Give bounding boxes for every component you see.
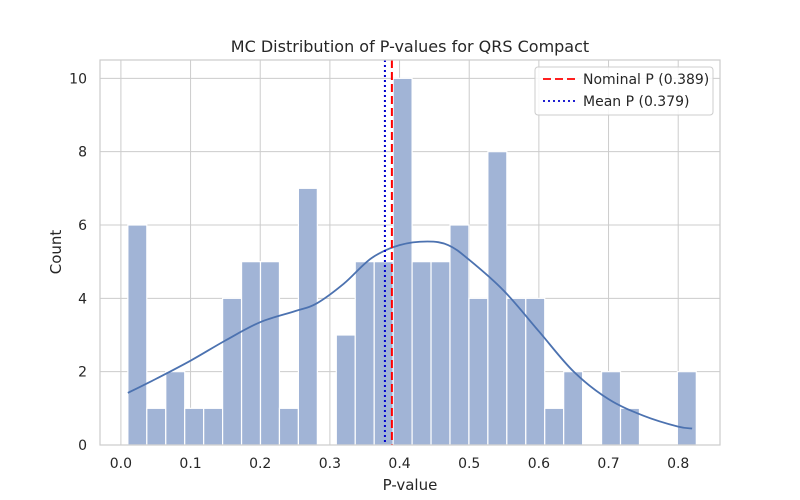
- x-tick-label: 0.7: [597, 456, 619, 472]
- histogram-bar: [203, 407, 224, 446]
- histogram-bar: [335, 334, 356, 446]
- histogram-bar: [184, 407, 205, 446]
- histogram-bar: [544, 407, 565, 446]
- y-tick-label: 0: [78, 438, 87, 454]
- x-tick-label: 0.2: [249, 456, 271, 472]
- x-axis-label: P-value: [383, 476, 438, 494]
- y-tick-label: 6: [78, 218, 87, 234]
- x-tick-label: 0.5: [458, 456, 480, 472]
- histogram-bar: [259, 261, 281, 446]
- legend: Nominal P (0.389) Mean P (0.379): [534, 66, 714, 116]
- x-tick-label: 0.1: [179, 456, 201, 472]
- x-tick-label: 0.3: [319, 456, 341, 472]
- plot-frame: [99, 59, 721, 446]
- legend-label-nominal: Nominal P (0.389): [583, 72, 709, 88]
- reference-lines: [383, 60, 393, 445]
- x-tick-label: 0.4: [388, 456, 410, 472]
- y-tick-labels: 0 2 4 6 8 10: [69, 71, 87, 454]
- histogram-bar: [297, 187, 318, 446]
- x-tick-label: 0.6: [528, 456, 550, 472]
- chart-title: MC Distribution of P-values for QRS Comp…: [231, 37, 589, 56]
- histogram-bar: [411, 261, 432, 446]
- y-axis-label: Count: [47, 230, 65, 275]
- histogram-bar: [600, 371, 622, 446]
- histogram-bar: [278, 407, 300, 446]
- histogram-bar: [373, 261, 394, 446]
- histogram-bar: [127, 224, 148, 446]
- x-tick-labels: 0.0 0.1 0.2 0.3 0.4 0.5 0.6 0.7 0.8: [110, 456, 690, 472]
- histogram-bar: [354, 261, 375, 446]
- histogram-bar: [240, 261, 262, 446]
- histogram-bar: [676, 371, 697, 446]
- histogram-bar: [430, 261, 451, 446]
- y-tick-label: 4: [78, 291, 87, 307]
- kde-curve: [127, 240, 693, 430]
- histogram-bar: [146, 407, 167, 446]
- y-tick-label: 10: [69, 71, 87, 87]
- legend-box: [534, 66, 714, 116]
- histogram-bar: [165, 371, 186, 446]
- x-tick-label: 0.0: [110, 456, 132, 472]
- y-tick-label: 2: [78, 365, 87, 381]
- histogram-bar: [563, 371, 584, 446]
- histogram-bar: [468, 297, 489, 446]
- y-tick-label: 8: [78, 145, 87, 161]
- x-tick-label: 0.8: [667, 456, 689, 472]
- histogram-bar: [392, 77, 413, 446]
- histogram-bar: [506, 297, 527, 446]
- histogram-bar: [222, 297, 243, 446]
- legend-label-mean: Mean P (0.379): [583, 94, 690, 110]
- histogram-bar: [487, 151, 508, 446]
